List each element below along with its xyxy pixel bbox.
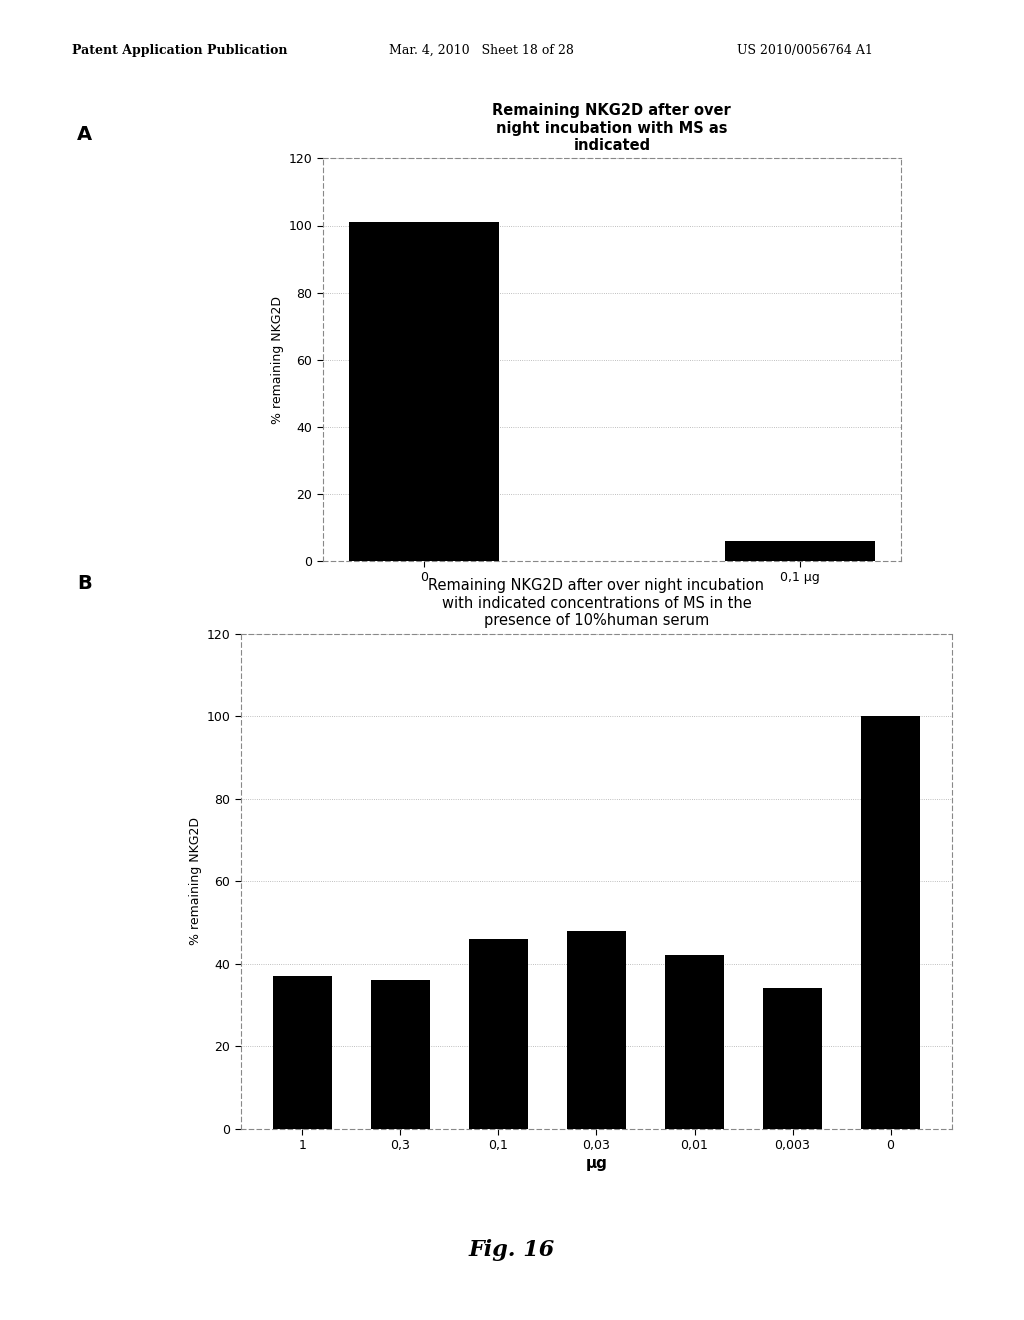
Bar [666, 956, 724, 1129]
Title: Remaining NKG2D after over
night incubation with MS as
indicated: Remaining NKG2D after over night incubat… [493, 103, 731, 153]
Text: Fig. 16: Fig. 16 [469, 1238, 555, 1261]
Text: US 2010/0056764 A1: US 2010/0056764 A1 [737, 44, 873, 57]
Bar [861, 715, 920, 1129]
Bar [469, 939, 527, 1129]
Bar [349, 222, 499, 561]
Bar [273, 975, 332, 1129]
Text: Mar. 4, 2010   Sheet 18 of 28: Mar. 4, 2010 Sheet 18 of 28 [389, 44, 574, 57]
Y-axis label: % remaining NKG2D: % remaining NKG2D [271, 296, 284, 424]
Text: B: B [77, 574, 91, 593]
Text: Patent Application Publication: Patent Application Publication [72, 44, 287, 57]
Title: Remaining NKG2D after over night incubation
with indicated concentrations of MS : Remaining NKG2D after over night incubat… [428, 578, 765, 628]
Bar [763, 989, 822, 1129]
Y-axis label: % remaining NKG2D: % remaining NKG2D [189, 817, 202, 945]
Bar [725, 541, 874, 561]
Bar [567, 931, 626, 1129]
X-axis label: µg: µg [586, 1156, 607, 1171]
Bar [371, 979, 430, 1129]
Text: A: A [77, 125, 92, 144]
